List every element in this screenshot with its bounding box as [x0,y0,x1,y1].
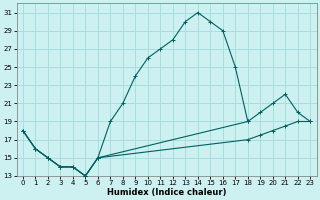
X-axis label: Humidex (Indice chaleur): Humidex (Indice chaleur) [107,188,226,197]
